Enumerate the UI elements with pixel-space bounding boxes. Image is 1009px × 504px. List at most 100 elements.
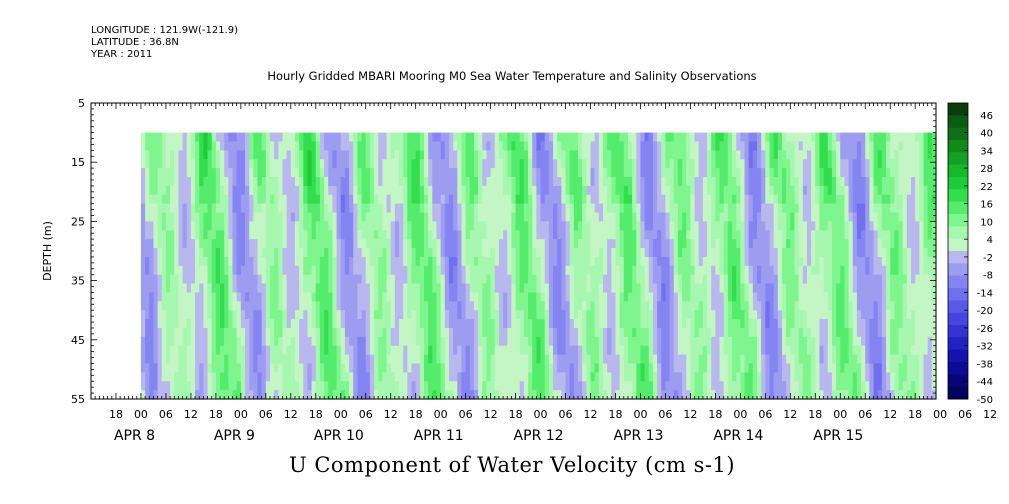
- heatmap-cell: [207, 150, 213, 160]
- heatmap-cell: [374, 177, 379, 187]
- heatmap-cell: [145, 221, 150, 231]
- heatmap-cell: [661, 132, 667, 143]
- heatmap-cell: [349, 212, 354, 222]
- heatmap-cell: [199, 319, 204, 329]
- heatmap-cell: [523, 390, 529, 400]
- heatmap-cell: [548, 132, 554, 143]
- heatmap-cell: [519, 159, 525, 169]
- heatmap-cell: [253, 177, 259, 187]
- heatmap-cell: [786, 150, 791, 160]
- heatmap-cell: [594, 177, 600, 187]
- heatmap-cell: [715, 185, 721, 196]
- heatmap-cell: [590, 141, 596, 151]
- heatmap-cell: [448, 230, 454, 240]
- heatmap-cell: [215, 185, 221, 196]
- heatmap-cell: [394, 390, 400, 400]
- heatmap-cell: [349, 363, 354, 373]
- heatmap-cell: [282, 381, 288, 391]
- heatmap-cell: [369, 319, 375, 329]
- heatmap-cell: [536, 141, 542, 151]
- heatmap-cell: [507, 283, 513, 294]
- heatmap-cell: [149, 265, 155, 276]
- heatmap-cell: [195, 159, 200, 169]
- heatmap-cell: [794, 292, 800, 302]
- heatmap-cell: [344, 301, 350, 311]
- heatmap-cell: [723, 132, 729, 143]
- heatmap-cell: [715, 336, 721, 347]
- heatmap-cell: [736, 212, 741, 222]
- heatmap-cell: [640, 230, 646, 240]
- heatmap-cell: [582, 168, 587, 178]
- heatmap-cell: [819, 390, 825, 400]
- heatmap-cell: [694, 319, 700, 329]
- heatmap-cell: [690, 194, 696, 205]
- heatmap-cell: [727, 381, 733, 391]
- heatmap-cell: [682, 194, 687, 205]
- heatmap-cell: [261, 381, 267, 391]
- heatmap-cell: [498, 159, 504, 169]
- heatmap-cell: [336, 292, 342, 302]
- heatmap-cell: [303, 177, 309, 187]
- heatmap-cell: [777, 230, 783, 240]
- heatmap-cell: [407, 248, 413, 258]
- heatmap-cell: [349, 345, 354, 356]
- heatmap-cell: [802, 301, 808, 311]
- heatmap-cell: [403, 194, 408, 205]
- heatmap-cell: [682, 150, 687, 160]
- heatmap-cell: [490, 141, 496, 151]
- heatmap-cell: [265, 177, 271, 187]
- heatmap-cell: [761, 177, 766, 187]
- heatmap-cell: [432, 390, 438, 400]
- heatmap-cell: [203, 168, 209, 178]
- heatmap-cell: [578, 363, 583, 373]
- heatmap-cell: [407, 354, 413, 365]
- heatmap-cell: [569, 327, 575, 338]
- heatmap-cell: [278, 283, 284, 294]
- heatmap-cell: [303, 256, 309, 267]
- heatmap-cell: [336, 283, 342, 294]
- heatmap-cell: [249, 265, 254, 276]
- heatmap-cell: [486, 221, 492, 231]
- heatmap-cell: [815, 159, 821, 169]
- heatmap-cell: [553, 336, 558, 347]
- heatmap-cell: [727, 150, 733, 160]
- heatmap-cell: [269, 363, 275, 373]
- heatmap-cell: [299, 354, 304, 365]
- heatmap-cell: [528, 372, 533, 382]
- heatmap-cell: [203, 177, 209, 187]
- heatmap-cell: [727, 265, 733, 276]
- heatmap-cell: [199, 265, 204, 276]
- heatmap-cell: [719, 159, 725, 169]
- heatmap-cell: [332, 230, 338, 240]
- heatmap-cell: [586, 292, 592, 302]
- heatmap-cell: [715, 274, 721, 285]
- heatmap-cell: [369, 132, 375, 143]
- heatmap-cell: [478, 194, 483, 205]
- heatmap-cell: [365, 381, 371, 391]
- heatmap-cell: [211, 319, 217, 329]
- heatmap-cell: [732, 390, 737, 400]
- heatmap-cell: [519, 212, 525, 222]
- heatmap-cell: [328, 141, 334, 151]
- heatmap-cell: [757, 141, 762, 151]
- heatmap-cell: [740, 310, 746, 320]
- heatmap-cell: [744, 363, 750, 373]
- heatmap-cell: [711, 177, 716, 187]
- heatmap-cell: [165, 203, 171, 214]
- heatmap-cell: [294, 354, 300, 365]
- heatmap-cell: [303, 150, 309, 160]
- heatmap-cell: [319, 168, 325, 178]
- heatmap-cell: [744, 159, 750, 169]
- heatmap-cell: [432, 381, 438, 391]
- heatmap-cell: [236, 301, 242, 311]
- heatmap-cell: [669, 265, 675, 276]
- heatmap-cell: [178, 168, 184, 178]
- heatmap-cell: [448, 203, 454, 214]
- heatmap-cell: [311, 274, 317, 285]
- heatmap-cell: [711, 283, 716, 294]
- heatmap-cell: [294, 185, 300, 196]
- heatmap-cell: [290, 212, 296, 222]
- heatmap-cell: [349, 221, 354, 231]
- heatmap-cell: [190, 248, 196, 258]
- heatmap-cell: [490, 203, 496, 214]
